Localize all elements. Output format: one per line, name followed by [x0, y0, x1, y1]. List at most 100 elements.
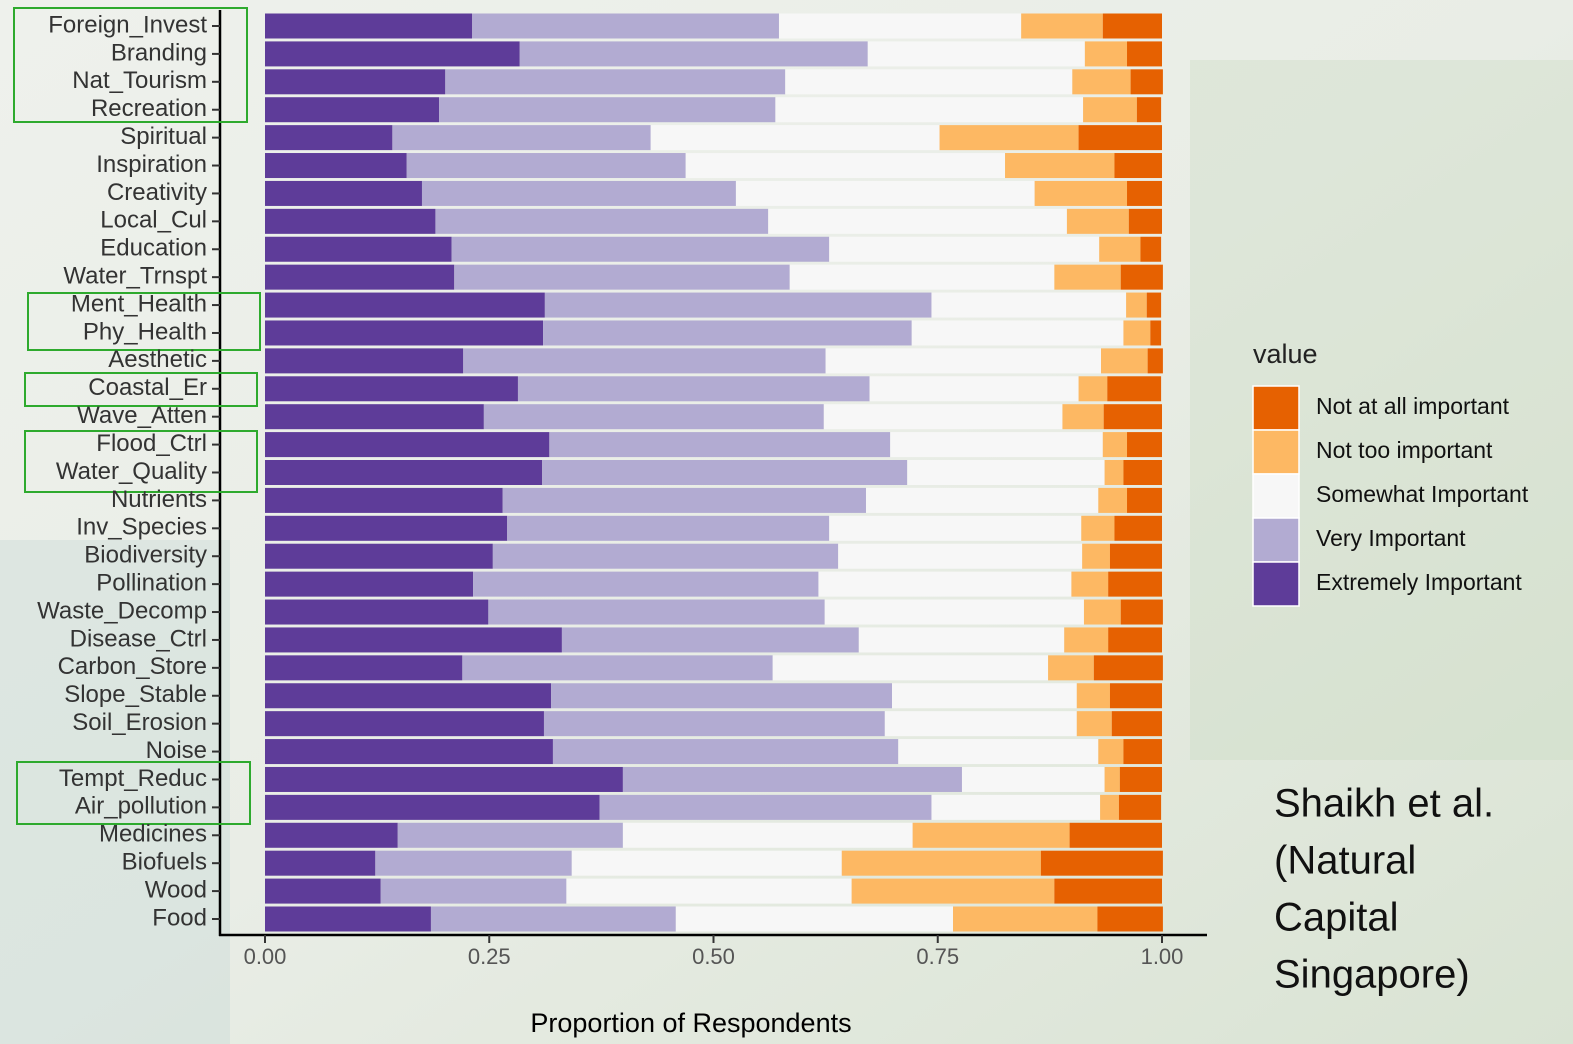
bar-segment — [435, 209, 768, 234]
bar-segment — [454, 265, 789, 290]
bar-segment — [818, 572, 1071, 597]
bar-segment — [1129, 209, 1162, 234]
y-tick-label: Waste_Decomp — [37, 597, 207, 624]
bar-segment — [1121, 265, 1163, 290]
bar-segment — [1062, 404, 1103, 429]
bar-segment — [1114, 516, 1162, 541]
bar-segment — [898, 739, 1098, 764]
y-tick-label: Soil_Erosion — [72, 709, 207, 736]
bar-segment — [553, 739, 898, 764]
bar-segment — [431, 907, 676, 932]
bar-segment — [1123, 739, 1162, 764]
bar-segment — [1150, 320, 1161, 345]
bar-segment — [892, 683, 1077, 708]
annotation: Capital — [1274, 896, 1399, 940]
page: Proportion of Respondents value 0.000.25… — [0, 0, 1573, 1044]
y-tick-label: Noise — [146, 737, 207, 764]
bar-segment — [265, 460, 542, 485]
bar-segment — [1054, 879, 1162, 904]
bar-segment — [913, 823, 1070, 848]
bar-segment — [1105, 460, 1124, 485]
bar-segment — [1079, 125, 1162, 150]
bar-segment — [407, 153, 686, 178]
bar-segment — [790, 265, 1055, 290]
bar-segment — [265, 209, 435, 234]
y-tick-label: Air_pollution — [75, 793, 207, 820]
x-tick-label: 0.75 — [916, 944, 959, 969]
bar-segment — [775, 97, 1083, 122]
bar-segment — [600, 795, 932, 820]
bar-segment — [462, 655, 772, 680]
bar-segment — [1083, 97, 1137, 122]
bar-segment — [439, 97, 775, 122]
x-axis-title: Proportion of Respondents — [530, 1008, 851, 1038]
bar-segment — [265, 851, 375, 876]
bar-segment — [1120, 767, 1162, 792]
bar-segment — [829, 516, 1081, 541]
bar-segment — [907, 460, 1104, 485]
bar-segment — [912, 320, 1124, 345]
bar-segment — [852, 879, 1055, 904]
bar-segment — [885, 711, 1077, 736]
bar-segment — [265, 739, 553, 764]
bar-segment — [838, 544, 1082, 569]
bar-segment — [826, 348, 1101, 373]
bar-segment — [488, 600, 824, 625]
bar-segment — [1071, 572, 1108, 597]
bar-segment — [1103, 14, 1162, 39]
bar-segment — [265, 320, 543, 345]
bar-segment — [265, 572, 473, 597]
bar-segment — [520, 41, 868, 66]
legend-label: Somewhat Important — [1316, 481, 1529, 507]
bar-segment — [542, 460, 907, 485]
y-tick-label: Education — [100, 235, 207, 262]
bar-segment — [1121, 600, 1163, 625]
bar-segment — [265, 348, 463, 373]
bar-segment — [768, 209, 1067, 234]
bar-segment — [445, 69, 785, 94]
bar-segment — [463, 348, 825, 373]
bar-segment — [1147, 293, 1161, 318]
bar-segment — [866, 488, 1098, 513]
bar-segment — [472, 14, 779, 39]
bar-segment — [551, 683, 892, 708]
bar-segment — [1041, 851, 1163, 876]
bar-segment — [422, 181, 736, 206]
y-tick-label: Food — [152, 904, 207, 931]
y-tick-label: Nutrients — [111, 486, 207, 513]
bar-segment — [1119, 795, 1161, 820]
bar-segment — [1104, 404, 1162, 429]
y-tick-label: Aesthetic — [108, 346, 207, 373]
bar-segment — [518, 376, 870, 401]
bar-segment — [265, 153, 407, 178]
annotation: (Natural — [1274, 839, 1416, 883]
bar-segment — [1084, 600, 1121, 625]
bar-segment — [785, 69, 1072, 94]
y-tick-label: Disease_Ctrl — [70, 625, 207, 652]
y-tick-label: Water_Quality — [56, 458, 207, 485]
legend-label: Extremely Important — [1316, 569, 1522, 595]
bar-segment — [265, 627, 562, 652]
y-tick-label: Spiritual — [120, 123, 207, 150]
legend-title: value — [1253, 339, 1318, 369]
y-tick-label: Creativity — [107, 179, 207, 206]
bar-segment — [398, 823, 623, 848]
bar-segment — [265, 655, 462, 680]
bar-segment — [1127, 432, 1162, 457]
bar-segment — [484, 404, 824, 429]
bar-segment — [890, 432, 1103, 457]
y-tick-label: Inv_Species — [76, 514, 207, 541]
y-tick-label: Water_Trnspt — [63, 263, 207, 290]
bar-segment — [1123, 320, 1150, 345]
annotation: Shaikh et al. — [1274, 782, 1494, 826]
bar-segment — [375, 851, 571, 876]
annotation: Singapore) — [1274, 953, 1470, 997]
bar-segment — [572, 851, 842, 876]
y-tick-label: Biodiversity — [84, 542, 207, 569]
bar-segment — [962, 767, 1105, 792]
bar-segment — [779, 14, 1021, 39]
bar-segment — [265, 767, 623, 792]
bar-segment — [940, 125, 1079, 150]
bar-segment — [1099, 237, 1140, 262]
bar-segment — [265, 97, 439, 122]
